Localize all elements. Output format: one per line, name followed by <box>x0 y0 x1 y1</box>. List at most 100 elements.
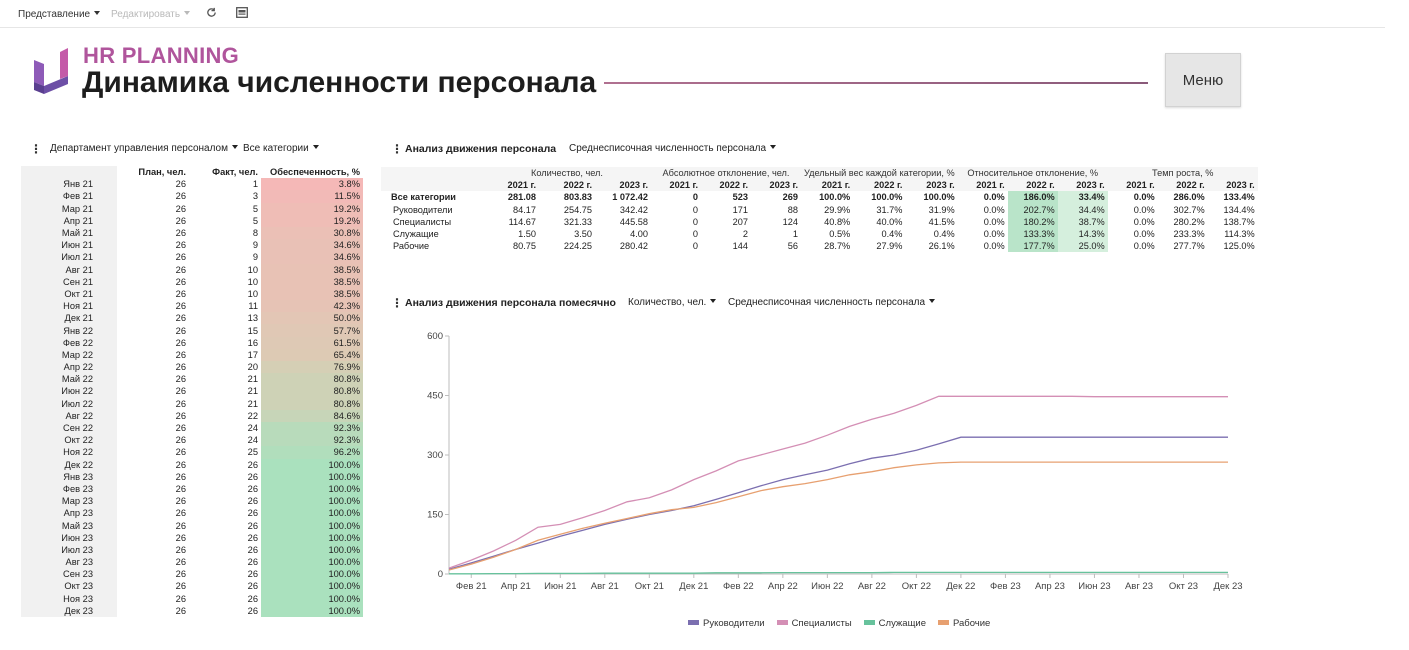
value-cell: 280.2% <box>1173 216 1205 227</box>
value-cell: 0.0% <box>1133 192 1155 203</box>
month-cell: Июн 21 <box>21 239 117 252</box>
year-header: 2021 г. <box>1126 180 1155 191</box>
legend-item[interactable]: Специалисты <box>776 618 852 629</box>
plan-cell: 26 <box>175 532 186 543</box>
value-cell: 41.5% <box>928 216 955 227</box>
refresh-icon[interactable] <box>206 7 217 21</box>
month-cell: Янв 22 <box>21 324 117 337</box>
value-cell: 523 <box>732 192 748 203</box>
more-options-icon[interactable]: ⋮ <box>391 296 403 310</box>
legend-item[interactable]: Руководители <box>688 618 765 629</box>
department-filter-label: Департамент управления персоналом <box>50 143 228 154</box>
value-cell: 114.3% <box>1224 229 1255 240</box>
value-cell: 100.0% <box>819 192 851 203</box>
value-cell: 34.4% <box>1057 203 1108 216</box>
value-cell: 803.83 <box>563 192 592 203</box>
menu-button[interactable]: Меню <box>1165 53 1241 107</box>
x-tick-label: Апр 23 <box>1035 581 1065 592</box>
year-header: 2021 г. <box>821 180 851 191</box>
coverage-cell: 65.4% <box>261 348 363 361</box>
value-cell: 342.42 <box>619 204 648 215</box>
view-menu[interactable]: Представление <box>18 9 101 20</box>
fact-cell: 26 <box>247 483 258 494</box>
value-cell: 177.7% <box>1007 240 1058 253</box>
value-cell: 445.58 <box>619 216 648 227</box>
table-row: Сен 21 26 10 38.5% <box>21 275 363 288</box>
value-cell: 269 <box>782 192 798 203</box>
coverage-cell: 57.7% <box>261 324 363 337</box>
month-cell: Янв 23 <box>21 470 117 483</box>
legend-swatch <box>863 620 875 625</box>
x-tick-label: Авг 21 <box>591 581 619 592</box>
coverage-cell: 80.8% <box>261 373 363 386</box>
movement-metric-filter[interactable]: Среднесписочная численность персонала <box>569 143 777 154</box>
year-header: 2022 г. <box>563 180 592 191</box>
value-cell: 280.42 <box>619 241 648 252</box>
value-cell: 0.5% <box>829 229 851 240</box>
value-cell: 138.7% <box>1223 216 1255 227</box>
plan-cell: 26 <box>175 544 186 555</box>
value-cell: 33.4% <box>1057 191 1108 204</box>
month-cell: Ноя 21 <box>21 300 117 313</box>
more-options-icon[interactable]: ⋮ <box>30 142 42 156</box>
movement-table: Количество, чел. Абсолютное отклонение, … <box>381 167 1258 253</box>
edit-menu-label: Редактировать <box>111 9 181 20</box>
coverage-header: Обеспеченность, % <box>270 167 360 178</box>
edit-menu[interactable]: Редактировать <box>111 9 191 20</box>
coverage-cell: 19.2% <box>261 214 363 227</box>
monthly-metric-filter[interactable]: Среднесписочная численность персонала <box>728 297 936 308</box>
table-row: Янв 23 26 26 100.0% <box>21 470 363 483</box>
plan-cell: 26 <box>175 337 186 348</box>
x-tick-label: Апр 22 <box>768 581 798 592</box>
table-row: Июл 22 26 21 80.8% <box>21 397 363 410</box>
month-cell: Сен 23 <box>21 568 117 581</box>
month-cell: Ноя 23 <box>21 592 117 605</box>
chevron-down-icon <box>184 11 191 15</box>
category-filter[interactable]: Все категории <box>243 143 319 154</box>
blank-header <box>381 167 483 179</box>
value-cell: 14.3% <box>1057 227 1108 241</box>
coverage-cell: 100.0% <box>261 592 363 605</box>
chevron-down-icon <box>710 299 717 303</box>
plan-cell: 26 <box>175 459 186 470</box>
plan-cell: 26 <box>175 325 186 336</box>
legend-item[interactable]: Рабочие <box>937 618 990 629</box>
fact-cell: 26 <box>247 557 258 568</box>
plan-cell: 26 <box>175 386 186 397</box>
value-cell: 0.0% <box>1133 204 1155 215</box>
department-filter[interactable]: Департамент управления персоналом <box>50 143 238 154</box>
table-row: Сен 22 26 24 92.3% <box>21 421 363 435</box>
value-cell: 4.00 <box>630 229 648 240</box>
month-cell: Апр 21 <box>21 214 117 227</box>
x-tick-label: Фев 22 <box>723 581 754 592</box>
more-options-icon[interactable]: ⋮ <box>391 142 403 156</box>
fact-cell: 10 <box>247 264 258 275</box>
category-cell: Все категории <box>391 192 456 203</box>
value-cell: 56 <box>787 241 798 252</box>
movement-section-title: Анализ движения персонала <box>405 143 557 155</box>
coverage-cell: 80.8% <box>261 397 363 410</box>
fact-cell: 15 <box>247 325 258 336</box>
hr-planning-logo-icon <box>34 48 68 94</box>
year-header: 2021 г. <box>507 180 536 191</box>
staffing-table: План, чел. Факт, чел. Обеспеченность, % … <box>21 166 363 617</box>
month-cell: Авг 23 <box>21 556 117 569</box>
measure-filter[interactable]: Количество, чел. <box>628 297 717 308</box>
legend-item[interactable]: Служащие <box>863 618 926 629</box>
x-tick-label: Фев 21 <box>456 581 487 592</box>
x-tick-label: Окт 23 <box>1169 581 1198 592</box>
plan-cell: 26 <box>175 471 186 482</box>
table-row: Фев 22 26 16 61.5% <box>21 336 363 349</box>
value-cell: 38.7% <box>1057 215 1108 228</box>
year-header: 2023 г. <box>769 180 798 191</box>
coverage-cell: 19.2% <box>261 202 363 215</box>
image-export-icon[interactable] <box>236 7 248 21</box>
plan-cell: 26 <box>175 264 186 275</box>
month-cell: Янв 21 <box>21 178 117 191</box>
coverage-cell: 42.3% <box>261 300 363 313</box>
table-row: Авг 23 26 26 100.0% <box>21 556 363 569</box>
toolbar: Представление Редактировать <box>0 0 1385 28</box>
value-cell: 171 <box>732 204 748 215</box>
value-cell: 0 <box>692 204 698 215</box>
y-tick-label: 150 <box>427 510 443 521</box>
